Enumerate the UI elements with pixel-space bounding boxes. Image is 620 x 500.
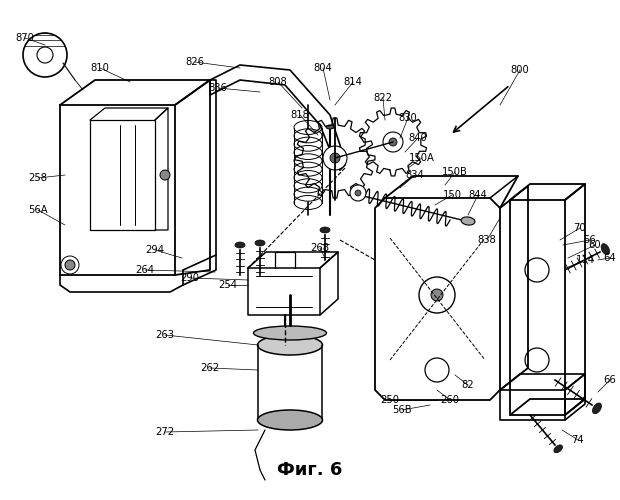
Text: 264: 264 [136, 265, 154, 275]
Text: Фиг. 6: Фиг. 6 [277, 461, 343, 479]
Text: 800: 800 [511, 65, 529, 75]
Circle shape [389, 138, 397, 146]
Text: 250: 250 [381, 395, 399, 405]
Text: 56A: 56A [28, 205, 48, 215]
Text: 840: 840 [409, 133, 427, 143]
Text: 822: 822 [373, 93, 392, 103]
Text: 830: 830 [399, 113, 417, 123]
Text: 74: 74 [572, 435, 584, 445]
Text: 262: 262 [200, 363, 219, 373]
Circle shape [37, 47, 53, 63]
Text: 268: 268 [311, 243, 329, 253]
Text: 56: 56 [583, 235, 596, 245]
Text: 826: 826 [185, 57, 205, 67]
Text: 808: 808 [268, 77, 288, 87]
Circle shape [330, 153, 340, 163]
Ellipse shape [257, 335, 322, 355]
Ellipse shape [554, 445, 562, 453]
Text: 150: 150 [443, 190, 461, 200]
Text: 810: 810 [91, 63, 110, 73]
Ellipse shape [254, 326, 327, 340]
Text: 150B: 150B [442, 167, 468, 177]
Ellipse shape [257, 410, 322, 430]
Circle shape [355, 190, 361, 196]
Text: 60: 60 [588, 240, 601, 250]
Text: 82: 82 [462, 380, 474, 390]
Ellipse shape [255, 240, 265, 246]
Circle shape [160, 170, 170, 180]
Text: 294: 294 [146, 245, 164, 255]
Text: 804: 804 [314, 63, 332, 73]
Text: 838: 838 [477, 235, 497, 245]
Text: 150A: 150A [409, 153, 435, 163]
Text: 836: 836 [208, 83, 228, 93]
Ellipse shape [461, 217, 475, 225]
Circle shape [431, 289, 443, 301]
Text: 818: 818 [291, 110, 309, 120]
Circle shape [350, 185, 366, 201]
Text: 870: 870 [16, 33, 35, 43]
Text: 272: 272 [156, 427, 175, 437]
Ellipse shape [320, 227, 330, 233]
Text: 834: 834 [405, 170, 424, 180]
Circle shape [323, 146, 347, 170]
Text: 254: 254 [218, 280, 237, 290]
Text: 814: 814 [343, 77, 363, 87]
Text: 56B: 56B [392, 405, 412, 415]
Text: 258: 258 [29, 173, 48, 183]
Text: 260: 260 [440, 395, 459, 405]
Text: 290: 290 [180, 273, 200, 283]
Ellipse shape [326, 125, 334, 129]
Ellipse shape [235, 242, 245, 248]
Text: 844: 844 [469, 190, 487, 200]
Text: 70: 70 [574, 223, 587, 233]
Ellipse shape [593, 403, 601, 413]
Text: 263: 263 [156, 330, 174, 340]
Circle shape [65, 260, 75, 270]
Circle shape [383, 132, 403, 152]
Text: 114: 114 [575, 255, 595, 265]
Ellipse shape [601, 244, 609, 255]
Text: 66: 66 [604, 375, 616, 385]
Text: 64: 64 [604, 253, 616, 263]
